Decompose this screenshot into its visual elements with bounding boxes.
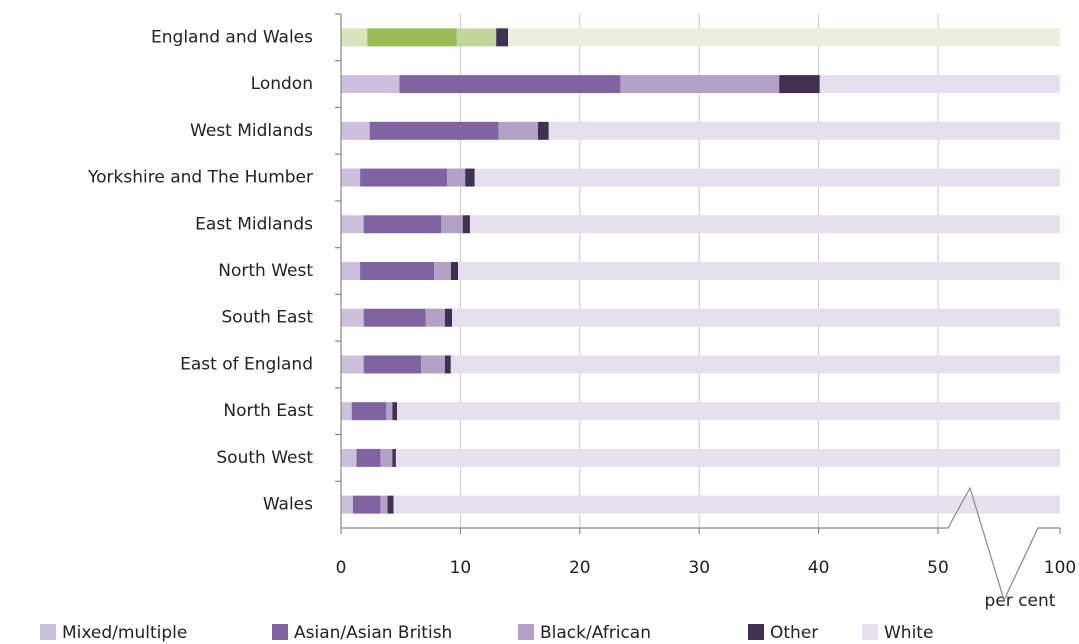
legend-swatch [40, 624, 56, 640]
legend-swatch [862, 624, 878, 640]
x-axis-label: per cent [985, 591, 1056, 611]
bar-segment [360, 262, 435, 280]
legend-swatch [272, 624, 288, 640]
bar-segment [456, 28, 497, 47]
bar-segment [474, 168, 1060, 187]
x-tick-label: 30 [688, 558, 710, 578]
bar-segment [452, 308, 1060, 327]
bar-segment [341, 75, 400, 94]
bar-segment [356, 448, 381, 467]
bar-segment [420, 355, 445, 374]
bar-segment [779, 75, 820, 94]
bar-segment [369, 121, 499, 140]
bar-segment [819, 75, 1060, 94]
bar-segment [397, 402, 1060, 421]
bar-segment [399, 75, 621, 94]
y-tick-label: West Midlands [190, 121, 313, 141]
bar-segment [367, 28, 457, 47]
y-tick-label: North West [218, 261, 313, 281]
bar-segment [363, 355, 421, 374]
bar-segment [387, 495, 394, 514]
bar-segment [352, 495, 381, 514]
legend-swatch [518, 624, 534, 640]
bar-segment [620, 75, 780, 94]
bar-segment [341, 355, 364, 374]
bar-segment [393, 495, 1060, 514]
bar-segment [392, 448, 396, 467]
bar-segment [462, 215, 470, 234]
x-axis [341, 486, 1060, 602]
bar-segment [447, 168, 466, 187]
x-tick-label: 20 [569, 558, 591, 578]
bar-segment [363, 308, 426, 327]
bar-segment [380, 448, 393, 467]
x-tick-label: 10 [450, 558, 472, 578]
bar-segment [341, 168, 361, 187]
bar-segment [498, 121, 539, 140]
bar-segment [341, 448, 357, 467]
bar-segment [538, 121, 549, 140]
bar-segment [450, 355, 1060, 374]
bar-segment [395, 448, 1060, 467]
bar-segment [363, 215, 442, 234]
bar-segment [496, 28, 509, 47]
bar-segment [444, 308, 453, 327]
bar-segment [458, 262, 1061, 280]
y-tick-label: North East [223, 401, 313, 421]
bar-segment [341, 495, 353, 514]
bar-segment [341, 308, 364, 327]
legend-label: Other [770, 623, 818, 643]
bar-segment [380, 495, 388, 514]
y-tick-label: East Midlands [195, 214, 313, 234]
x-tick-label: 40 [808, 558, 830, 578]
legend-swatch [748, 624, 764, 640]
bar-segment [465, 168, 475, 187]
bar-segment [341, 121, 370, 140]
bar-segment [341, 215, 364, 234]
legend-label: Black/African [540, 623, 651, 643]
y-tick-label: London [251, 74, 313, 94]
y-tick-label: South East [222, 308, 314, 328]
bar-segment [341, 28, 368, 47]
legend-label: Asian/Asian British [294, 623, 452, 643]
bar-segment [425, 308, 445, 327]
bar-segment [351, 402, 387, 421]
bar-segment [548, 121, 1060, 140]
bar-segment [508, 28, 1060, 47]
x-tick-label: 0 [336, 558, 347, 578]
y-tick-label: East of England [180, 354, 313, 374]
bar-segment [441, 215, 463, 234]
legend-label: White [884, 623, 933, 643]
bar-segment [360, 168, 448, 187]
y-tick-label: Wales [263, 495, 313, 515]
bar-segment [444, 355, 451, 374]
legend-label: Mixed/multiple [62, 623, 187, 643]
bar-segment [341, 262, 361, 280]
bar-segment [392, 402, 398, 421]
y-tick-label: Yorkshire and The Humber [87, 168, 313, 188]
bar-segment [434, 262, 451, 280]
x-tick-label: 100 [1044, 558, 1076, 578]
bar-segment [450, 262, 459, 280]
bar-segment [341, 402, 352, 421]
y-tick-label: South West [216, 448, 313, 468]
bar-segment [469, 215, 1060, 234]
bar-segment [386, 402, 393, 421]
x-tick-label: 50 [927, 558, 949, 578]
y-tick-label: England and Wales [151, 27, 313, 47]
